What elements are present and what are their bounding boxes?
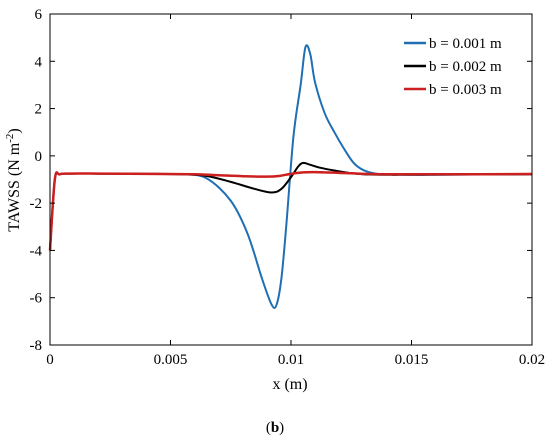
y-axis-label-exponent: -2 (4, 134, 16, 143)
ticks-layer: 0 0.005 0.01 0.015 0.02 -8 -6 -4 -2 0 2 4 6 (30, 7, 546, 368)
x-axis-label: x (m) (272, 376, 307, 393)
y-tick-label: -6 (30, 291, 43, 307)
caption-letter: b (271, 420, 279, 436)
y-axis-label-close: ) (6, 128, 23, 133)
y-tick-label: -2 (30, 196, 43, 212)
caption-open: ( (266, 420, 271, 436)
series-line-2 (49, 161, 533, 251)
legend-label-3: b = 0.003 m (429, 82, 502, 98)
figure-caption: (b) (266, 420, 284, 436)
y-tick-label: 6 (35, 7, 43, 23)
series-layer (48, 44, 533, 310)
legend: b = 0.001 m b = 0.002 m b = 0.003 m (404, 36, 502, 98)
y-axis-label-main: TAWSS (N m (6, 142, 23, 232)
caption-close: ) (279, 420, 284, 436)
x-tick-label: 0.02 (519, 352, 545, 368)
legend-label-1: b = 0.001 m (429, 36, 502, 52)
x-tick-label: 0.015 (395, 352, 429, 368)
x-tick-label: 0.01 (278, 352, 304, 368)
y-tick-label: -8 (30, 338, 43, 354)
y-tick-label: 4 (35, 54, 43, 70)
y-axis-label: TAWSS (N m-2) (4, 128, 23, 232)
y-tick-label: 2 (35, 102, 43, 118)
x-tick-label: 0.005 (154, 352, 188, 368)
legend-label-2: b = 0.002 m (429, 59, 502, 75)
series-line-3 (48, 170, 533, 251)
plot-area-frame (49, 13, 533, 346)
x-tick-label: 0 (46, 352, 54, 368)
y-tick-label: 0 (35, 149, 43, 165)
y-tick-label: -4 (30, 243, 43, 259)
